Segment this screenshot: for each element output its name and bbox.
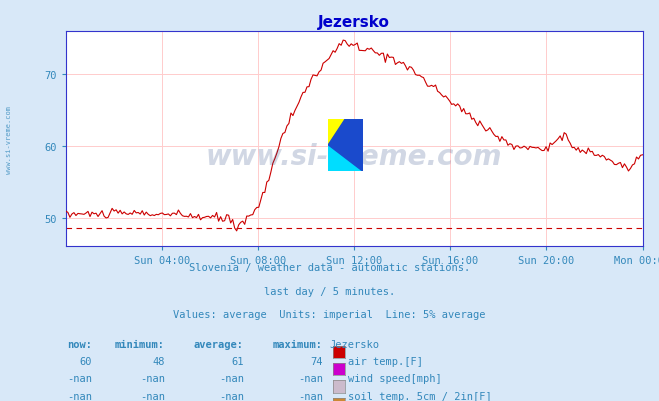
- Text: maximum:: maximum:: [273, 339, 323, 349]
- Text: -nan: -nan: [140, 391, 165, 401]
- Text: www.si-vreme.com: www.si-vreme.com: [206, 142, 502, 170]
- Text: Slovenia / weather data - automatic stations.: Slovenia / weather data - automatic stat…: [189, 263, 470, 273]
- Polygon shape: [328, 119, 345, 146]
- Text: -nan: -nan: [67, 391, 92, 401]
- Text: -nan: -nan: [219, 373, 244, 383]
- Text: average:: average:: [194, 339, 244, 349]
- Text: 48: 48: [152, 356, 165, 366]
- Text: 60: 60: [80, 356, 92, 366]
- Text: soil temp. 5cm / 2in[F]: soil temp. 5cm / 2in[F]: [348, 391, 492, 401]
- Text: wind speed[mph]: wind speed[mph]: [348, 373, 442, 383]
- Title: Jezersko: Jezersko: [318, 14, 390, 30]
- Text: -nan: -nan: [140, 373, 165, 383]
- Text: www.si-vreme.com: www.si-vreme.com: [5, 105, 12, 173]
- Text: now:: now:: [67, 339, 92, 349]
- Text: -nan: -nan: [298, 391, 323, 401]
- Text: last day / 5 minutes.: last day / 5 minutes.: [264, 286, 395, 296]
- Text: -nan: -nan: [298, 373, 323, 383]
- Text: minimum:: minimum:: [115, 339, 165, 349]
- Text: -nan: -nan: [67, 373, 92, 383]
- Text: Jezersko: Jezersko: [330, 339, 380, 349]
- Text: -nan: -nan: [219, 391, 244, 401]
- Text: 74: 74: [310, 356, 323, 366]
- Polygon shape: [328, 119, 362, 172]
- Polygon shape: [328, 146, 362, 172]
- Text: 61: 61: [231, 356, 244, 366]
- Text: Values: average  Units: imperial  Line: 5% average: Values: average Units: imperial Line: 5%…: [173, 309, 486, 319]
- Text: air temp.[F]: air temp.[F]: [348, 356, 423, 366]
